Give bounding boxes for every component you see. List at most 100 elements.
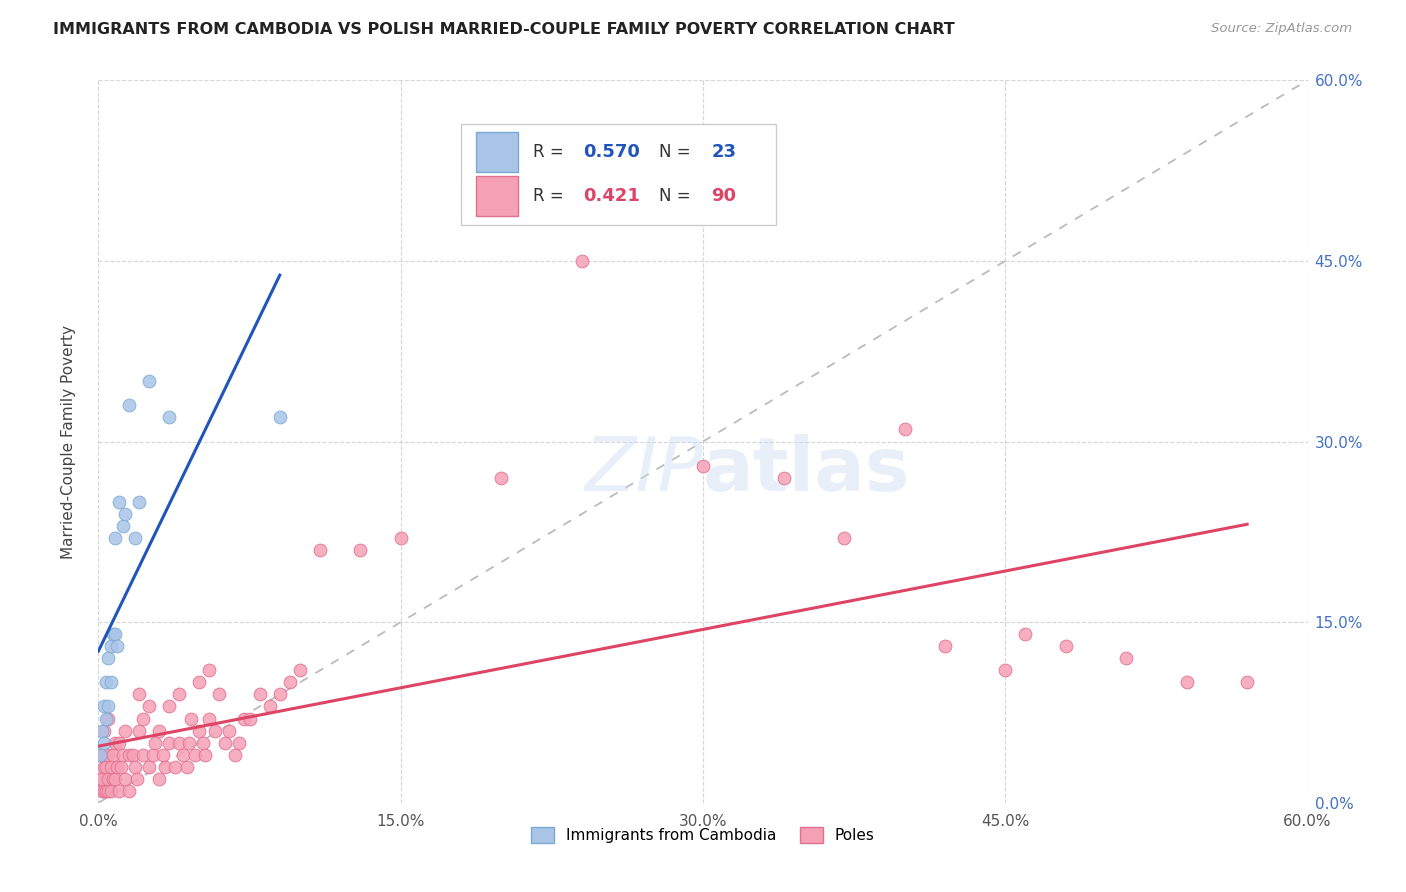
Point	[128, 723, 150, 738]
Text: 23: 23	[711, 144, 737, 161]
Text: N =: N =	[659, 144, 696, 161]
Text: R =: R =	[533, 187, 568, 205]
Point	[89, 747, 111, 762]
Point	[1054, 639, 1077, 653]
Point	[111, 747, 134, 762]
Point	[118, 784, 141, 798]
Point	[176, 760, 198, 774]
Point	[288, 664, 311, 678]
FancyBboxPatch shape	[475, 177, 517, 216]
Point	[1115, 651, 1137, 665]
Point	[188, 723, 211, 738]
Point	[97, 747, 120, 762]
Point	[1236, 675, 1258, 690]
Point	[124, 760, 146, 774]
Point	[100, 639, 122, 653]
Point	[157, 735, 180, 749]
Point	[232, 712, 254, 726]
Point	[194, 747, 217, 762]
Point	[107, 494, 129, 508]
Point	[239, 712, 262, 726]
Point	[167, 687, 190, 701]
Y-axis label: Married-Couple Family Poverty: Married-Couple Family Poverty	[62, 325, 76, 558]
Point	[571, 253, 593, 268]
Point	[148, 772, 170, 786]
FancyBboxPatch shape	[461, 124, 776, 225]
Point	[93, 735, 115, 749]
Text: atlas: atlas	[703, 434, 910, 507]
Point	[349, 542, 371, 557]
Point	[91, 747, 114, 762]
Point	[153, 760, 176, 774]
Point	[228, 735, 250, 749]
Text: R =: R =	[533, 144, 568, 161]
Point	[101, 772, 124, 786]
Point	[124, 531, 146, 545]
Point	[93, 760, 115, 774]
Point	[101, 627, 124, 641]
Point	[198, 712, 221, 726]
Point	[832, 531, 855, 545]
Point	[180, 712, 202, 726]
Point	[111, 518, 134, 533]
Point	[389, 531, 412, 545]
Point	[93, 699, 115, 714]
Point	[259, 699, 281, 714]
Point	[97, 784, 120, 798]
Point	[96, 784, 118, 798]
Point	[107, 735, 129, 749]
Point	[163, 760, 186, 774]
Point	[103, 772, 125, 786]
Point	[114, 507, 136, 521]
Point	[204, 723, 226, 738]
Point	[184, 747, 207, 762]
Point	[89, 772, 111, 786]
Point	[179, 735, 201, 749]
Point	[934, 639, 956, 653]
Point	[128, 494, 150, 508]
Text: 90: 90	[711, 187, 737, 205]
Point	[132, 712, 155, 726]
Point	[269, 410, 291, 425]
Text: ZIP: ZIP	[585, 434, 703, 507]
Point	[103, 627, 125, 641]
Point	[994, 664, 1017, 678]
Point	[172, 747, 194, 762]
Point	[138, 760, 160, 774]
Point	[218, 723, 240, 738]
Point	[103, 531, 125, 545]
Point	[101, 747, 124, 762]
Point	[772, 470, 794, 484]
Point	[97, 772, 120, 786]
Point	[269, 687, 291, 701]
Point	[93, 747, 115, 762]
Point	[157, 410, 180, 425]
Text: IMMIGRANTS FROM CAMBODIA VS POLISH MARRIED-COUPLE FAMILY POVERTY CORRELATION CHA: IMMIGRANTS FROM CAMBODIA VS POLISH MARRI…	[53, 22, 955, 37]
Point	[1014, 627, 1036, 641]
Point	[93, 723, 115, 738]
Point	[125, 772, 148, 786]
Point	[89, 747, 111, 762]
FancyBboxPatch shape	[475, 132, 517, 172]
Text: 0.421: 0.421	[583, 187, 640, 205]
Point	[96, 760, 118, 774]
Point	[893, 422, 915, 436]
Text: Source: ZipAtlas.com: Source: ZipAtlas.com	[1212, 22, 1353, 36]
Point	[114, 723, 136, 738]
Point	[107, 784, 129, 798]
Point	[118, 398, 141, 412]
Point	[91, 723, 114, 738]
Point	[97, 699, 120, 714]
Point	[100, 675, 122, 690]
Point	[138, 699, 160, 714]
Point	[224, 747, 246, 762]
Point	[121, 747, 143, 762]
Point	[491, 470, 513, 484]
Point	[142, 747, 165, 762]
Point	[249, 687, 271, 701]
Text: 0.570: 0.570	[583, 144, 640, 161]
Point	[138, 374, 160, 388]
Point	[100, 784, 122, 798]
Point	[93, 784, 115, 798]
Point	[97, 712, 120, 726]
